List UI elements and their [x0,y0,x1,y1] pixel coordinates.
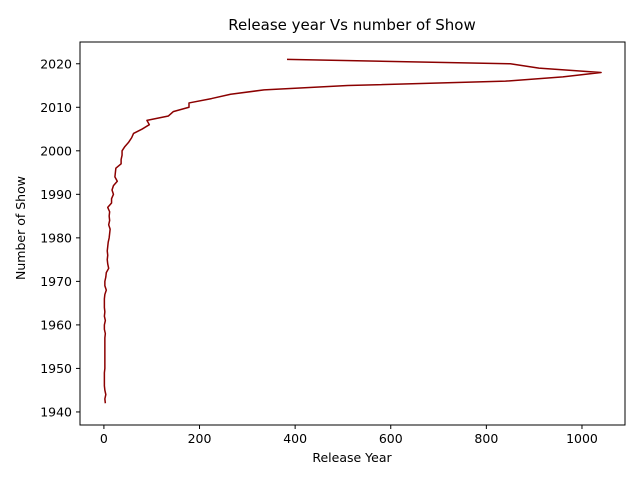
y-tick-label: 2000 [40,143,72,158]
y-tick-label: 1990 [40,187,72,202]
series-line-0 [103,58,602,404]
x-tick-label: 800 [474,431,498,446]
x-tick-label: 600 [379,431,403,446]
y-tick-label: 1960 [40,317,72,332]
y-tick-label: 2010 [40,100,72,115]
y-tick-label: 1980 [40,230,72,245]
y-tick-label: 2020 [40,56,72,71]
x-tick-label: 200 [188,431,212,446]
y-axis-ticks: 1940 1950 1960 1970 1980 1990 2000 2010 2020 [40,56,80,419]
y-tick-label: 1970 [40,274,72,289]
x-axis-label: Release Year [312,450,392,465]
x-tick-label: 1000 [566,431,598,446]
plot-area [103,58,602,404]
x-tick-label: 0 [100,431,108,446]
y-axis-label: Number of Show [13,176,28,280]
x-tick-label: 400 [283,431,307,446]
y-tick-label: 1950 [40,361,72,376]
y-tick-label: 1940 [40,404,72,419]
axes-frame [79,41,626,426]
x-axis-ticks: 0 200 400 600 800 1000 [100,425,598,446]
chart-title: Release year Vs number of Show [228,16,475,34]
